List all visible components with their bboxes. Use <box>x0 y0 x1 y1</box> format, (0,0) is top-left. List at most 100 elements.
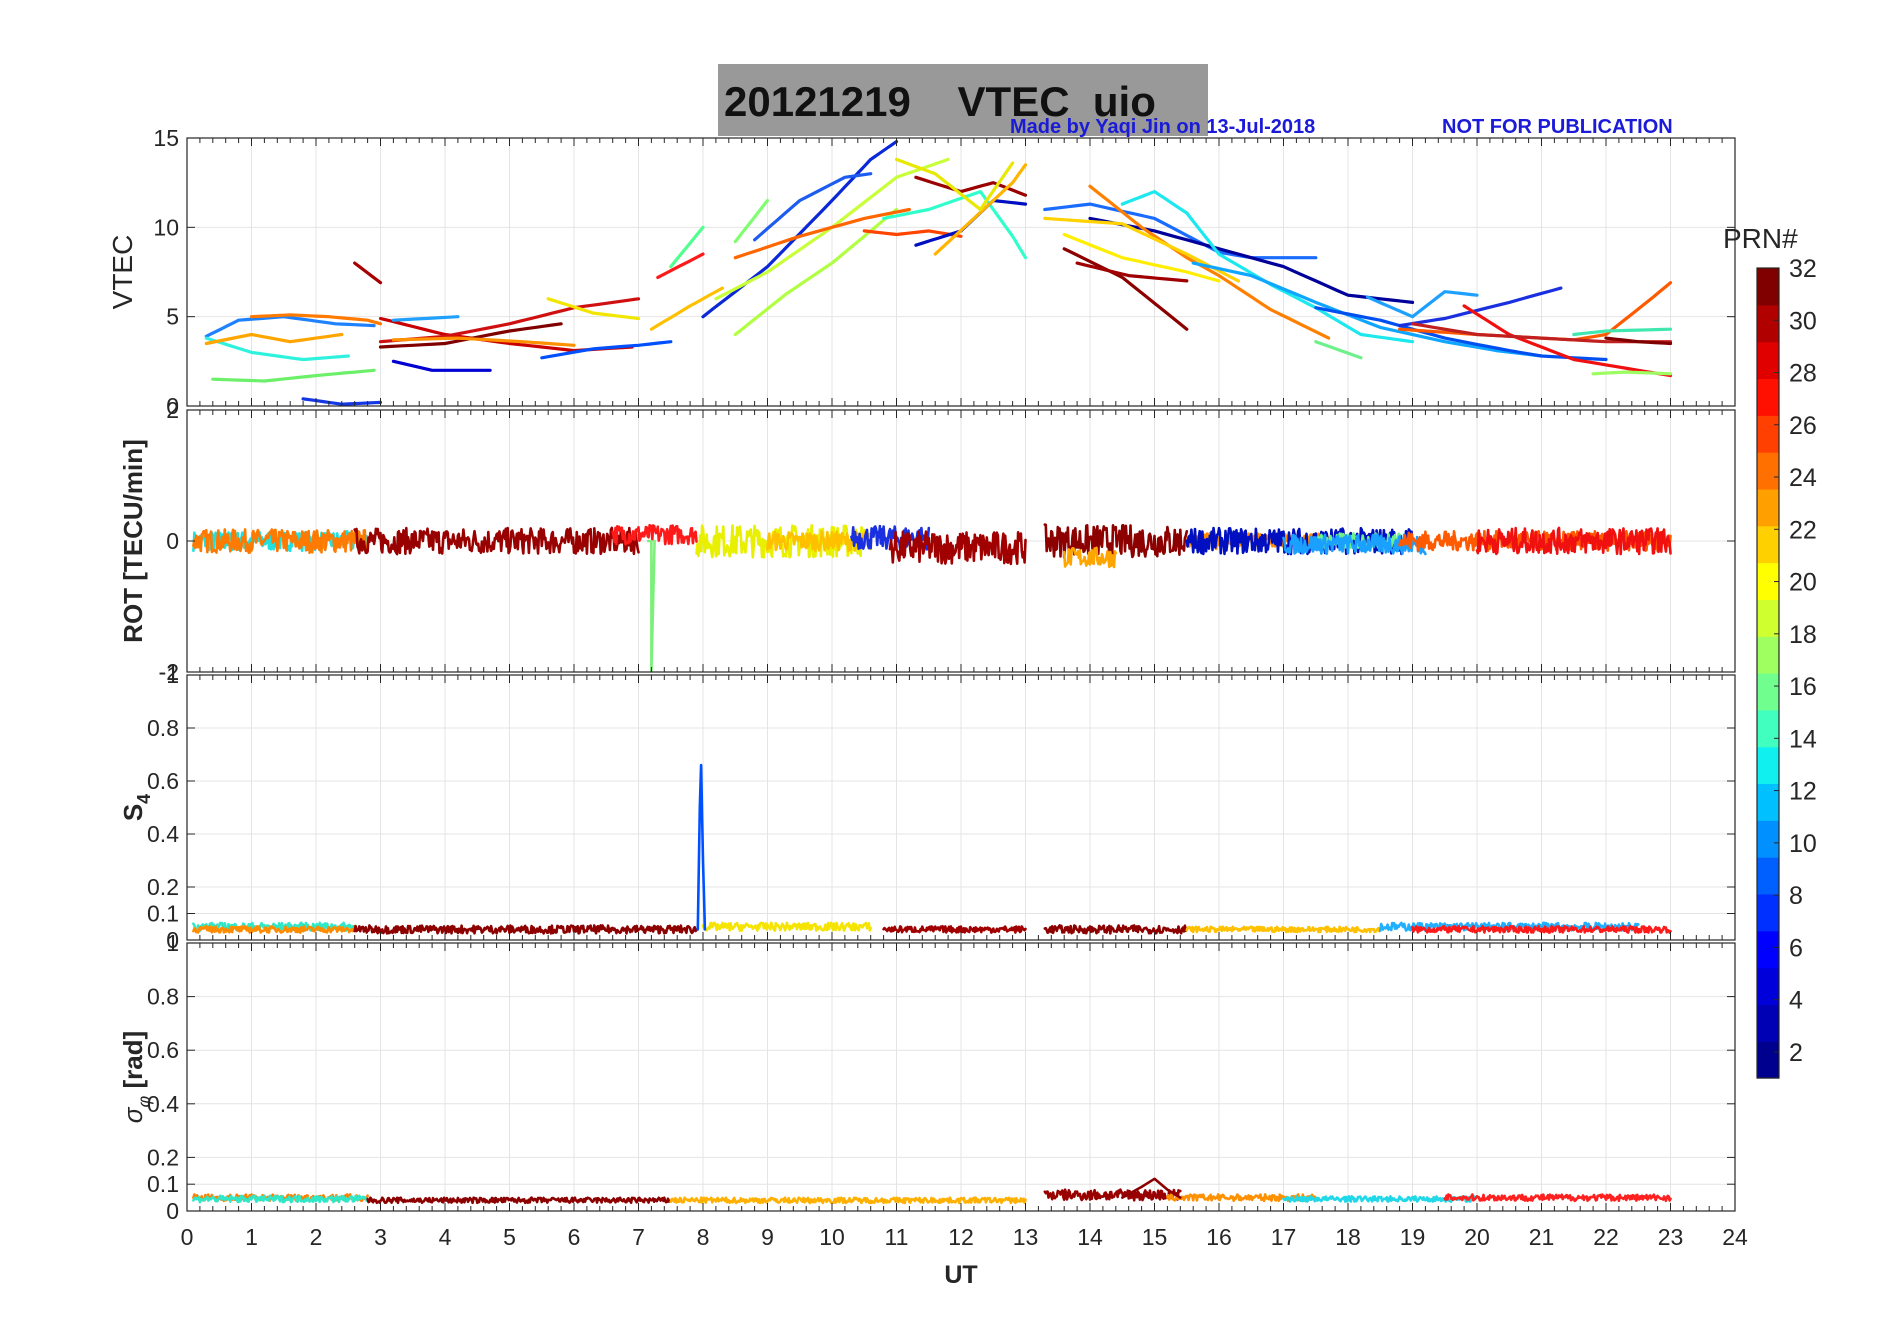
colorbar-tick-label: 32 <box>1789 255 1817 283</box>
x-tick-label: 24 <box>1722 1224 1748 1250</box>
colorbar-segment <box>1757 820 1779 858</box>
series-line-sigma_phi-1 <box>192 1194 369 1204</box>
colorbar-segment <box>1757 1004 1779 1042</box>
colorbar-tick-label: 6 <box>1789 934 1803 962</box>
series-line-vtec-6 <box>353 261 383 285</box>
y-axis-label-vtec: VTEC <box>107 235 138 310</box>
series-line-rot-2 <box>353 526 640 556</box>
x-tick-label: 0 <box>181 1224 194 1250</box>
series-line-vtec-36 <box>1075 261 1189 283</box>
y-tick-label: 0.2 <box>147 1144 179 1170</box>
panel-rot: -2 0 2 -1 ROT [TECU/min] <box>118 397 1736 685</box>
colorbar-segment <box>1757 341 1779 380</box>
x-tick-label: 15 <box>1142 1224 1168 1250</box>
series-line-vtec-4 <box>211 368 376 383</box>
series-line-rot-8 <box>1043 523 1189 559</box>
colorbar-tick-label: 24 <box>1789 464 1817 492</box>
series-line-vtec-16 <box>656 252 705 279</box>
series-vtec <box>204 140 1673 406</box>
colorbar-segment <box>1757 783 1779 821</box>
chart-title: 20121219 VTEC uio <box>724 78 1156 125</box>
x-tick-label: 5 <box>503 1224 516 1250</box>
x-ticks-vtec <box>186 138 1736 406</box>
x-axis-label: UT <box>944 1261 977 1289</box>
series-line-s4-1 <box>192 925 356 934</box>
y-tick-label: 0.6 <box>147 768 179 794</box>
series-line-rot-16 <box>646 539 656 672</box>
series-line-sigma_phi-2 <box>366 1196 673 1205</box>
x-tick-label: 22 <box>1593 1224 1619 1250</box>
series-line-rot-11 <box>1185 526 1414 556</box>
x-ticks-rot <box>186 410 1736 672</box>
series-line-s4-3 <box>701 921 872 932</box>
series-line-rot-3 <box>611 523 698 546</box>
series-line-vtec-39 <box>1314 306 1608 362</box>
series-line-s4-2 <box>353 924 698 935</box>
y-tick-label: 0 <box>166 927 179 953</box>
series-line-vtec-1 <box>249 313 383 326</box>
y-tick-label-overflow: -1 <box>159 659 179 685</box>
y-tick-label: 0.8 <box>147 984 179 1010</box>
y-tick-label: 1 <box>166 930 179 956</box>
colorbar-segment <box>1757 967 1779 1005</box>
colorbar-title: PRN# <box>1723 223 1798 254</box>
series-s4 <box>192 763 1672 935</box>
y-tick-labels-vtec: 0 5 10 15 <box>153 125 1735 419</box>
y-tick-label: 0.4 <box>147 1091 179 1117</box>
x-tick-label: 9 <box>761 1224 774 1250</box>
series-line-vtec-40 <box>1314 340 1363 360</box>
x-tick-label: 20 <box>1464 1224 1490 1250</box>
series-line-sigma_phi-4 <box>1043 1188 1182 1202</box>
series-line-vtec-25 <box>882 190 1028 260</box>
series-line-vtec-48 <box>1604 336 1673 346</box>
colorbar-tick-label: 10 <box>1789 830 1817 858</box>
colorbar-segment <box>1757 1041 1779 1079</box>
colorbar-tick-label: 14 <box>1789 725 1817 753</box>
y-tick-label: 10 <box>153 214 179 240</box>
x-tick-label: 10 <box>819 1224 845 1250</box>
x-tick-label: 18 <box>1335 1224 1361 1250</box>
series-line-rot-15 <box>1475 526 1672 556</box>
colorbar-segment <box>1757 709 1779 748</box>
colorbar-segment <box>1757 673 1779 711</box>
series-line-vtec-24 <box>862 229 963 238</box>
series-line-vtec-19 <box>753 172 873 242</box>
y-tick-label: 0.6 <box>147 1037 179 1063</box>
colorbar-tick-label: 26 <box>1789 412 1817 440</box>
x-tick-label: 14 <box>1077 1224 1103 1250</box>
y-axis-label-rot: ROT [TECU/min] <box>118 439 148 643</box>
y-tick-labels-rot: -2 0 2 -1 <box>159 397 1735 685</box>
colorbar-segment <box>1757 857 1779 895</box>
colorbar-segment <box>1757 636 1779 674</box>
series-line-rot-13 <box>1282 533 1427 556</box>
series-line-rot-4 <box>695 524 866 559</box>
y-tick-label: 15 <box>153 125 179 151</box>
x-tick-label: 23 <box>1658 1224 1684 1250</box>
series-line-vtec-17 <box>669 225 705 269</box>
y-axis-label-s4: S4 <box>118 794 154 821</box>
colorbar-tick-label: 16 <box>1789 673 1817 701</box>
y-tick-label: 2 <box>166 397 179 423</box>
series-line-rot-7 <box>888 530 1027 566</box>
series-line-sigma_phi-8 <box>1121 1177 1182 1199</box>
colorbar-segment <box>1757 488 1779 527</box>
colorbar-segment <box>1757 930 1779 969</box>
x-tick-label: 11 <box>885 1224 909 1250</box>
colorbar-tick-label: 30 <box>1789 307 1817 335</box>
y-axis-label-sigma_phi: σφ [rad] <box>118 1031 154 1123</box>
y-tick-labels-s4: 00.10.2 0.4 0.6 0.8 1 <box>147 662 1735 953</box>
y-tick-label: 0 <box>166 393 179 419</box>
series-line-vtec-35 <box>1062 247 1189 331</box>
series-line-vtec-12 <box>391 336 576 347</box>
series-line-vtec-21 <box>733 198 770 244</box>
x-tick-label: 2 <box>310 1224 323 1250</box>
series-line-vtec-13 <box>546 297 641 321</box>
series-line-vtec-28 <box>933 163 1028 256</box>
series-line-vtec-47 <box>1591 370 1673 376</box>
series-line-s4-5 <box>1043 924 1189 935</box>
y-tick-label: 0 <box>166 528 179 554</box>
series-line-s4-4 <box>882 925 1027 934</box>
